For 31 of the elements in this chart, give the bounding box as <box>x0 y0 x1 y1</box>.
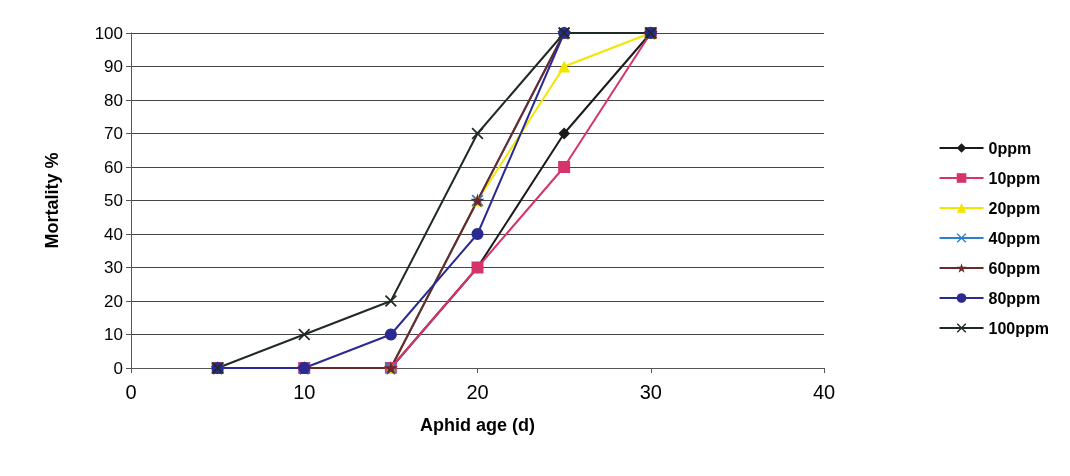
x-tick-label: 30 <box>639 381 662 403</box>
y-axis-title: Mortality % <box>42 152 62 249</box>
y-tick-label: 70 <box>104 124 123 143</box>
point <box>471 127 484 140</box>
legend-label: 10ppm <box>988 169 1041 187</box>
x-tick-label: 40 <box>812 381 836 403</box>
y-tick-label: 0 <box>113 358 123 378</box>
point <box>558 127 571 140</box>
y-tick-label: 50 <box>104 191 123 210</box>
legend-label: 80ppm <box>988 289 1041 307</box>
y-tick-label: 30 <box>104 258 123 277</box>
y-tick-label: 40 <box>104 224 123 244</box>
y-tick-label: 20 <box>104 291 123 311</box>
y-tick-label: 80 <box>104 90 123 110</box>
legend-label: 40ppm <box>988 229 1041 247</box>
legend-label: 0ppm <box>988 139 1032 157</box>
x-axis-title: Aphid age (d) <box>420 415 535 435</box>
y-tick-label: 100 <box>94 23 123 43</box>
point <box>384 328 397 341</box>
point <box>384 295 397 307</box>
legend-label: 100ppm <box>988 319 1049 337</box>
y-tick-label: 60 <box>104 157 123 177</box>
y-tick-label: 90 <box>104 57 123 76</box>
legend-label: 20ppm <box>988 199 1041 217</box>
y-tick-label: 10 <box>104 325 123 344</box>
point <box>471 228 484 240</box>
x-tick-label: 10 <box>293 381 316 403</box>
point <box>558 161 571 173</box>
legend-label: 60ppm <box>988 259 1041 277</box>
x-tick-label: 0 <box>125 381 137 403</box>
x-tick-label: 20 <box>466 381 489 403</box>
